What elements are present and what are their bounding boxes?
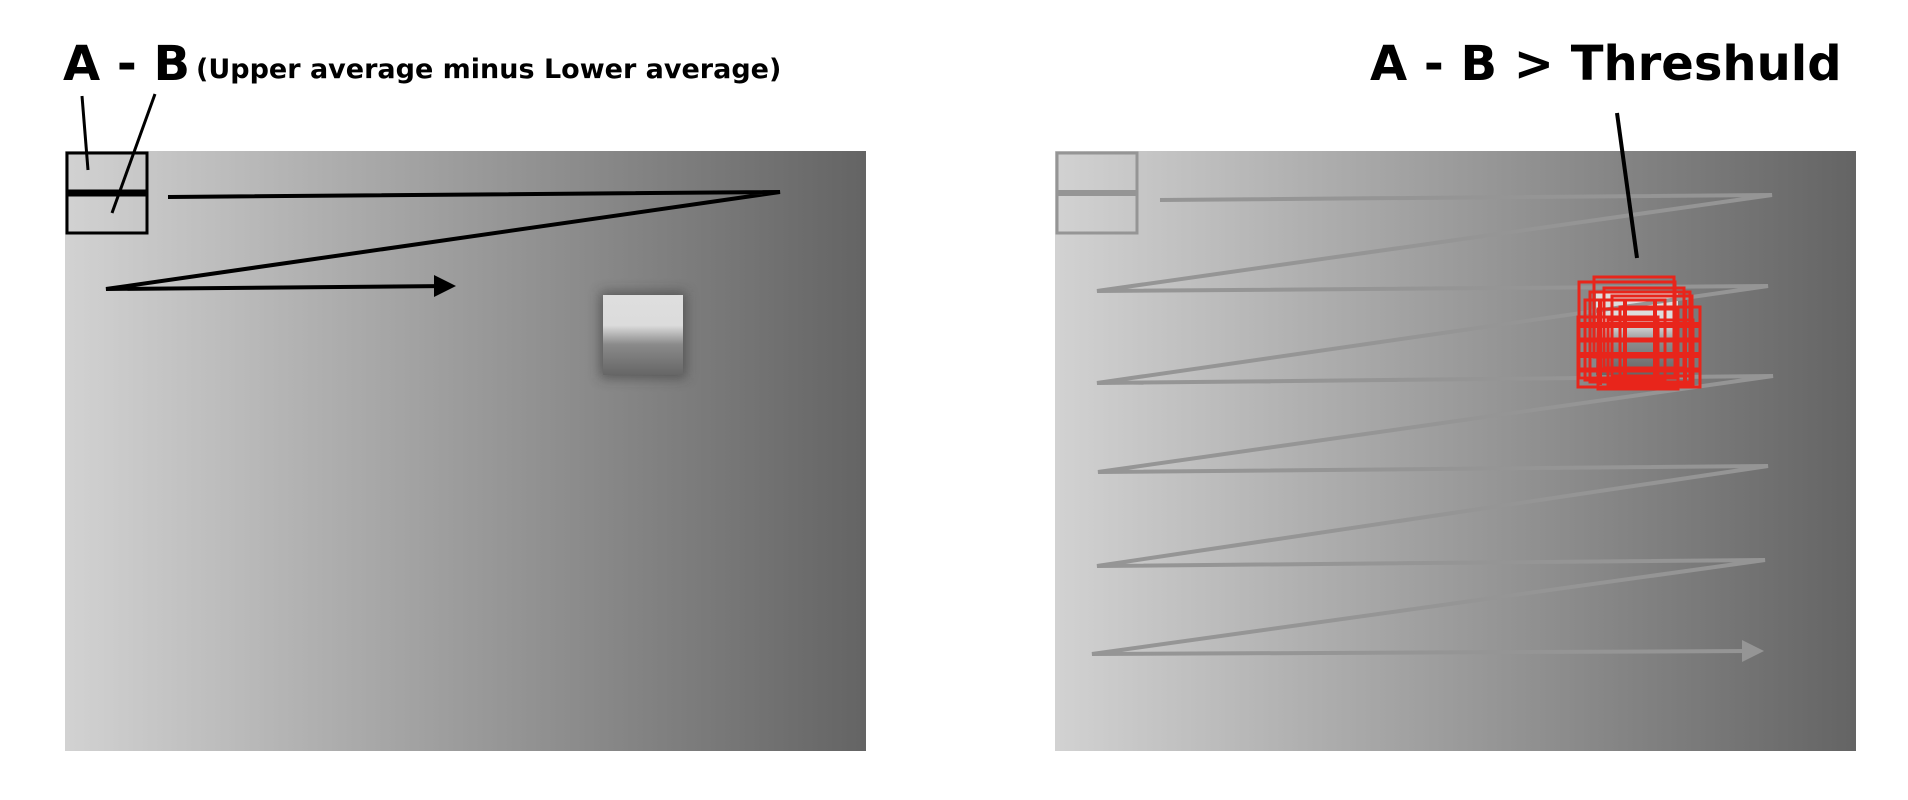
right-panel: A - B > Threshuld (1055, 36, 1856, 751)
threshold-leader (1615, 112, 1639, 259)
left-label-sub: (Upper average minus Lower average) (196, 54, 781, 85)
left-target-square (603, 295, 683, 375)
left-label-main: A - B (63, 36, 190, 92)
detection-boxes (1576, 275, 1702, 391)
right-scan-arrowhead (1742, 640, 1764, 662)
left-scan-arrowhead (434, 275, 456, 297)
right-scan-window (1055, 151, 1139, 235)
left-scan-path (105, 190, 781, 291)
left-panel: A - B (Upper average minus Lower average… (63, 36, 866, 751)
right-label-main: A - B > Threshuld (1370, 36, 1842, 92)
left-gradient-image (65, 151, 866, 751)
label-a-leader (80, 95, 90, 171)
label-b-leader (110, 93, 157, 214)
left-scan-window (65, 151, 149, 235)
right-scan-path (1091, 193, 1774, 656)
